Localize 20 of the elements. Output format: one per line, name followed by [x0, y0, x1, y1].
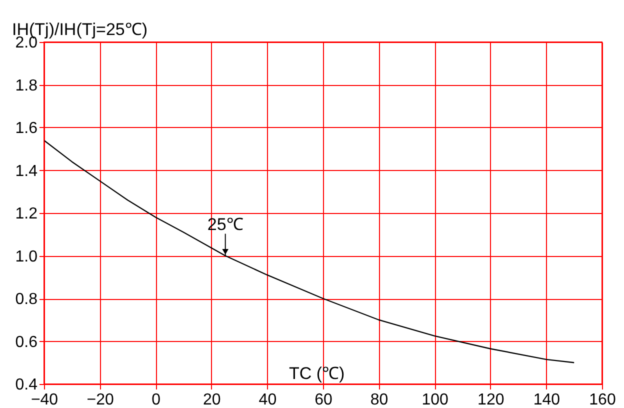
x-tick-label: 120	[478, 392, 504, 408]
y-tick-label: 1.2	[15, 206, 38, 222]
x-tick-label: 40	[258, 392, 277, 408]
x-tick-label: −40	[30, 392, 58, 408]
y-tick-label: 1.0	[15, 248, 38, 266]
y-tick-label: 1.4	[15, 162, 38, 180]
y-tick-label: 1.8	[15, 77, 38, 94]
y-tick-label: 0.4	[15, 376, 38, 394]
x-tick-label: 100	[422, 392, 449, 408]
x-tick-label: 160	[589, 392, 616, 408]
x-tick-label: 60	[314, 392, 332, 408]
x-tick-label: 140	[533, 392, 560, 408]
y-tick-label: 1.6	[15, 120, 38, 137]
x-tick-label: 0	[152, 392, 161, 408]
x-tick-label: 20	[203, 392, 221, 408]
y-tick-label: 0.8	[15, 291, 38, 308]
line-series	[44, 140, 575, 364]
x-tick-label: −20	[86, 392, 114, 408]
x-tick-label: 80	[370, 392, 388, 408]
y-tick-label: 0.6	[15, 334, 38, 351]
